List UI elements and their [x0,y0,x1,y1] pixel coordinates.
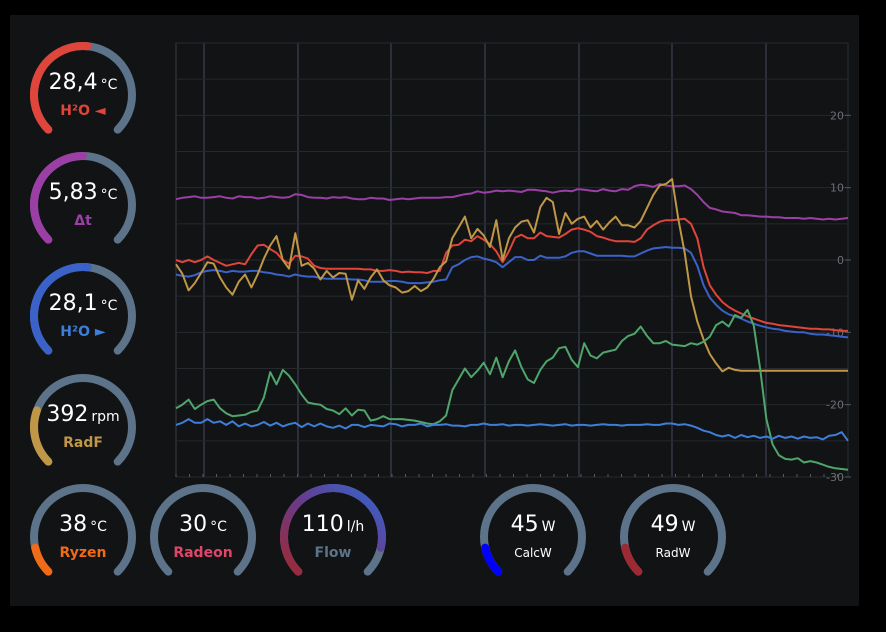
gauge-track [30,484,136,576]
chart-series-line-4 [175,308,849,471]
gauge-fill [621,543,643,576]
gauge-h2o-out: 28,1 °C H²O ► [23,258,143,368]
gauge-label: RadF [63,435,103,451]
gauge-number: 28,4 [48,70,98,95]
chart-y-tick-label: 10 [830,182,844,195]
gauge-radw: 49 W RadW [613,479,733,589]
gauge-radeon: 30 °C Radeon [143,479,263,589]
gauge-value: 5,83 °C [23,180,143,205]
chart-series-line-5 [175,418,849,442]
chart-series-line-1 [175,217,848,332]
gauge-track [480,484,586,576]
gauge-fill [30,263,92,355]
gauge-fill [30,42,92,134]
gauge-value: 30 °C [143,512,263,537]
gauge-fill [481,543,503,576]
gauge-unit: °C [100,298,118,314]
chart-series-line-3 [175,178,848,373]
gauge-track [150,484,256,576]
gauge-arc [30,42,136,134]
gauge-value: 392 rpm [23,402,143,427]
gauge-value: 38 °C [23,512,143,537]
gauge-radf: 392 rpm RadF [23,369,143,479]
gauge-number: 110 [301,512,344,537]
gauge-unit: °C [210,519,227,535]
gauge-label: Ryzen [59,545,107,561]
gauge-value: 28,4 °C [23,70,143,95]
chart-y-tick-label: -30 [826,471,844,483]
gauge-arc [620,484,726,576]
gauge-label: RadW [655,546,691,560]
gauge-number: 392 [46,402,89,427]
gauge-label: Flow [314,545,352,561]
gauge-unit: rpm [91,409,120,425]
gauge-calcw: 45 W CalcW [473,479,593,589]
gauge-arc [30,152,136,244]
gauge-fill [280,484,386,576]
chart-series [175,178,849,471]
gauge-number: 45 [510,512,539,537]
chart-y-tick-label: 20 [830,109,844,122]
gauge-value: 49 W [613,512,733,537]
gauge-fill [31,543,53,576]
chart-y-tick-label: 0 [837,254,844,267]
gauge-arc [280,484,386,576]
gauge-label: H²O ► [60,324,106,340]
gauge-label: Radeon [173,545,233,561]
gauge-unit: l/h [346,519,365,535]
gauge-value: 28,1 °C [23,291,143,316]
gauge-h2o-in: 28,4 °C H²O ◄ [23,37,143,147]
gauge-track [620,484,726,576]
gauge-flow: 110 l/h Flow [273,479,393,589]
dashboard-panel [10,15,859,606]
gauge-number: 30 [179,512,208,537]
chart-series-line-0 [175,183,849,221]
gauge-unit: W [681,519,696,535]
gauge-unit: °C [100,187,118,203]
gauge-number: 28,1 [48,291,98,316]
gauge-arc [480,484,586,576]
gauge-label: CalcW [514,546,552,560]
chart-series-line-2 [175,246,849,339]
chart-y-tick-label: -20 [826,399,844,412]
chart-grid [175,42,849,478]
gauge-unit: °C [100,77,118,93]
gauge-number: 49 [650,512,679,537]
gauge-arc [30,374,136,466]
gauge-number: 5,83 [48,180,98,205]
gauge-value: 45 W [473,512,593,537]
gauge-arc [30,263,136,355]
gauge-number: 38 [59,512,88,537]
gauge-fill [30,406,53,466]
gauge-unit: W [541,519,556,535]
gauge-fill [30,152,87,244]
gauge-unit: °C [90,519,107,535]
gauge-label: H²O ◄ [60,103,106,119]
gauge-ryzen: 38 °C Ryzen [23,479,143,589]
gauge-arc [150,484,256,576]
gauge-delta-t: 5,83 °C Δt [23,147,143,257]
gauge-arc [30,484,136,576]
gauge-label: Δt [74,213,92,229]
gauge-value: 110 l/h [273,512,393,537]
